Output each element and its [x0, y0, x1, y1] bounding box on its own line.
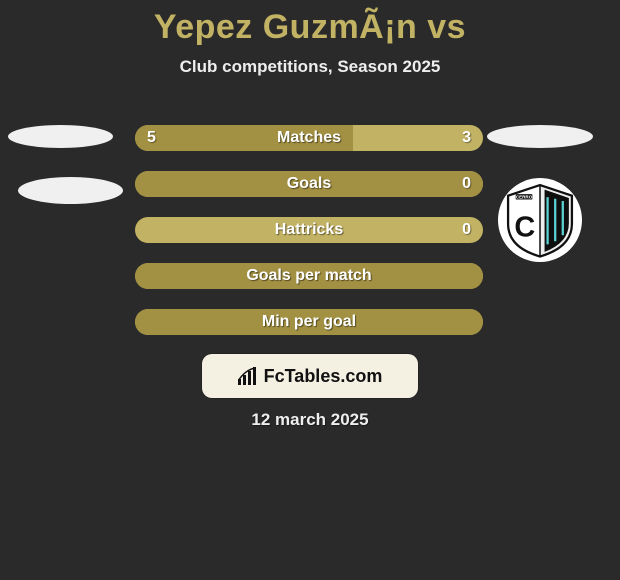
stat-label: Goals per match — [135, 263, 483, 289]
logo-left-1 — [8, 125, 113, 148]
watermark-text: FcTables.com — [238, 366, 383, 387]
watermark-label: FcTables.com — [264, 366, 383, 387]
shield-icon: C CERRO — [502, 182, 578, 258]
stat-right-value: 3 — [462, 125, 471, 151]
card-title: Yepez GuzmÃ¡n vs — [0, 0, 620, 47]
stat-label: Hattricks — [135, 217, 483, 243]
stat-bars: 5Matches3Goals0Hattricks0Goals per match… — [135, 125, 483, 355]
card-subtitle: Club competitions, Season 2025 — [0, 57, 620, 77]
stat-bar: Hattricks0 — [135, 217, 483, 243]
stat-bar: 5Matches3 — [135, 125, 483, 151]
svg-text:C: C — [514, 212, 535, 244]
card-date: 12 march 2025 — [0, 410, 620, 430]
stat-label: Matches — [135, 125, 483, 151]
stat-right-value: 0 — [462, 217, 471, 243]
stat-label: Goals — [135, 171, 483, 197]
stats-card: Yepez GuzmÃ¡n vs Club competitions, Seas… — [0, 0, 620, 580]
logo-right-2-label: CERRO — [516, 195, 533, 200]
stat-right-value: 0 — [462, 171, 471, 197]
stat-label: Min per goal — [135, 309, 483, 335]
bar-chart-icon — [238, 367, 260, 385]
stat-bar: Goals0 — [135, 171, 483, 197]
logo-right-2: C CERRO — [498, 178, 582, 262]
logo-right-1 — [487, 125, 593, 148]
stat-bar: Min per goal — [135, 309, 483, 335]
logo-left-2 — [18, 177, 123, 204]
stat-bar: Goals per match — [135, 263, 483, 289]
watermark: FcTables.com — [202, 354, 418, 398]
